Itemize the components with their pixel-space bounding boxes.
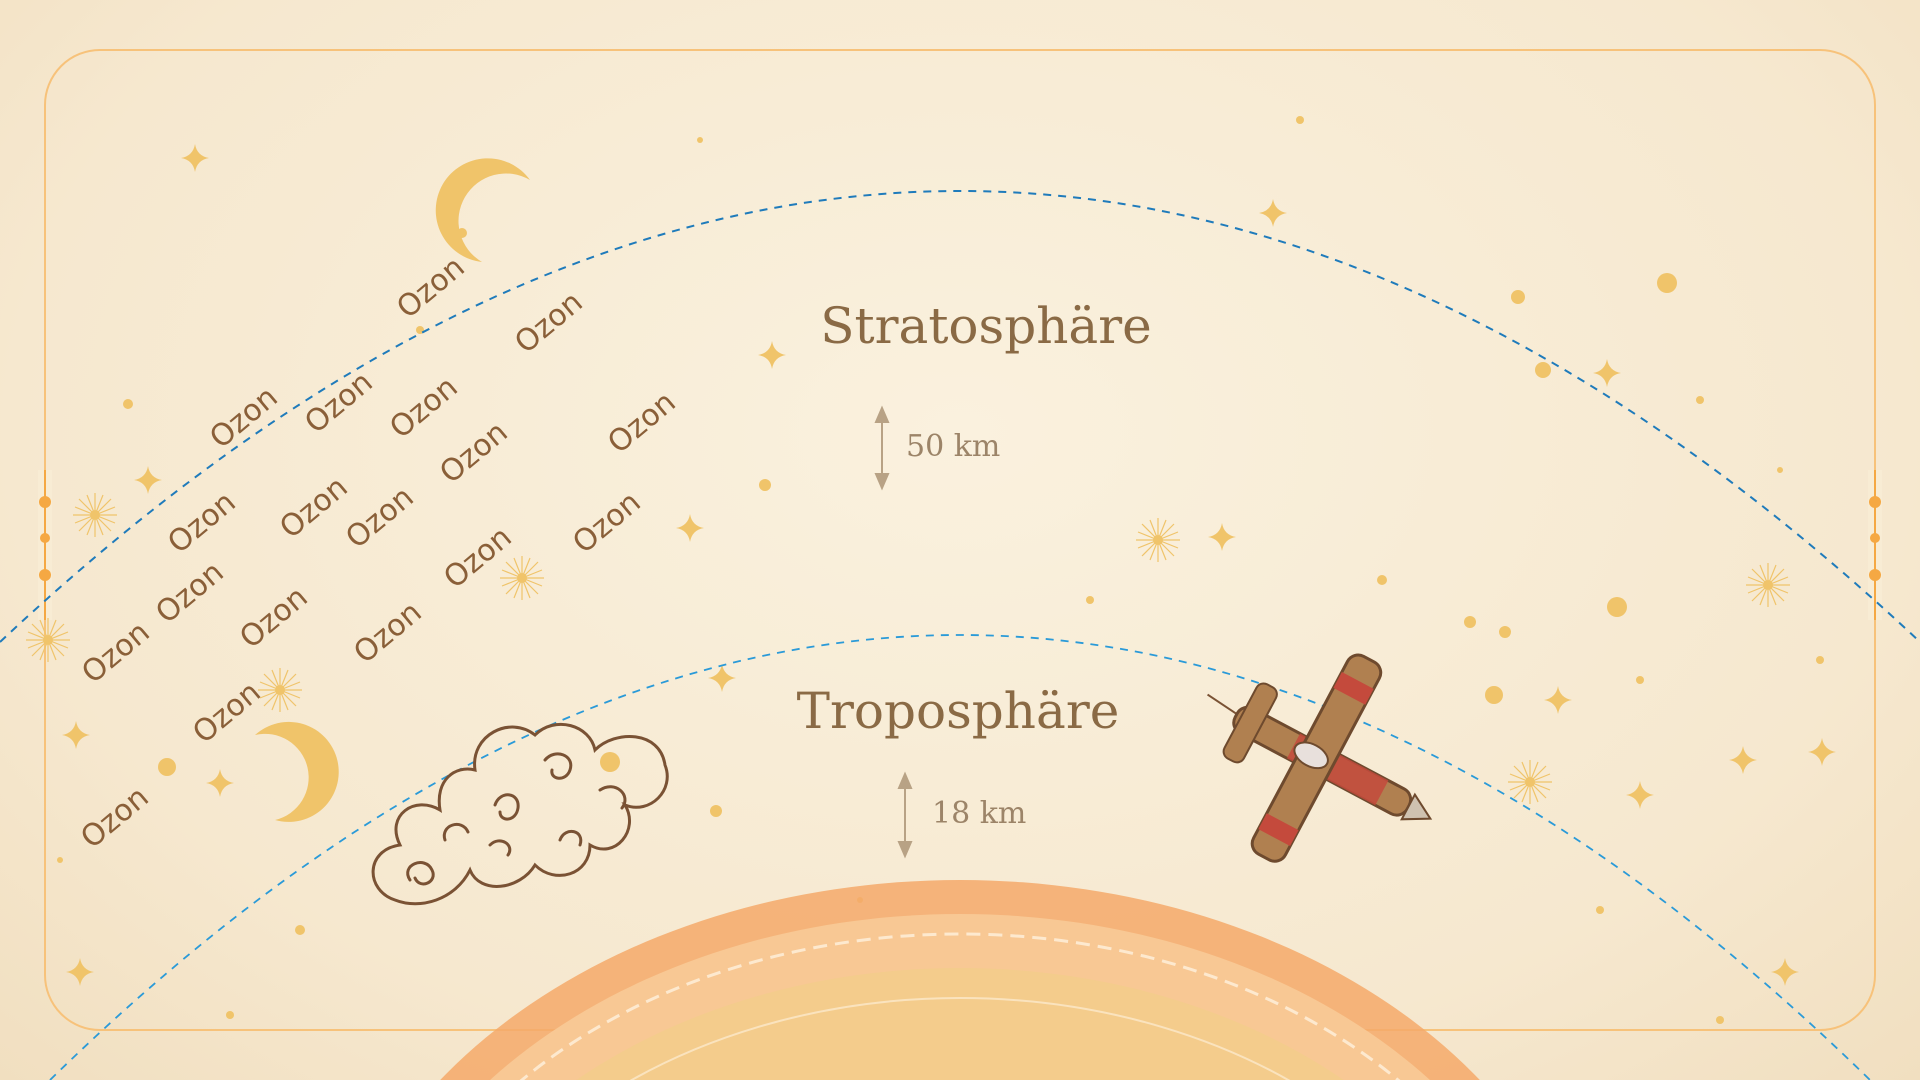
moon-decorations <box>255 158 1760 822</box>
ozone-label: Ozon <box>149 555 230 631</box>
star-decorations <box>25 116 1836 1024</box>
ozone-label: Ozon <box>339 480 420 556</box>
moon-icon <box>435 158 530 262</box>
ozone-label: Ozon <box>347 595 428 671</box>
ozone-label: Ozon <box>273 470 354 546</box>
ozone-label: Ozon <box>75 615 156 691</box>
altitude-arrow-icon <box>897 771 913 859</box>
ozone-label: Ozon <box>161 485 242 561</box>
altitude-arrow-icon <box>874 405 890 491</box>
troposphere-title: Troposphäre <box>797 682 1120 740</box>
ozone-label: Ozon <box>508 285 589 361</box>
frame-marker-right <box>1868 470 1882 620</box>
ozone-label: Ozon <box>566 485 647 561</box>
ozone-label: Ozon <box>601 385 682 461</box>
stratosphere-altitude: 50 km <box>906 429 1000 464</box>
troposphere-boundary <box>49 634 1871 1080</box>
cloud-icon <box>371 722 669 906</box>
ozone-label: Ozon <box>186 675 267 751</box>
ozone-label: Ozon <box>298 365 379 441</box>
ozone-label: Ozon <box>74 780 155 856</box>
ozone-label: Ozon <box>433 415 514 491</box>
ozone-label: Ozon <box>390 250 471 326</box>
frame-marker-left <box>38 470 52 620</box>
moon-icon <box>1677 510 1760 605</box>
moon-icon <box>255 721 339 822</box>
ozone-label: Ozon <box>233 580 314 656</box>
earth-surface <box>440 880 1480 1080</box>
ozone-label: Ozon <box>203 380 284 456</box>
troposphere-altitude: 18 km <box>932 796 1026 831</box>
ozone-label: Ozon <box>383 370 464 446</box>
stratosphere-title: Stratosphäre <box>820 297 1151 355</box>
stratosphere-boundary <box>0 190 1920 643</box>
airplane-icon <box>1207 653 1433 863</box>
